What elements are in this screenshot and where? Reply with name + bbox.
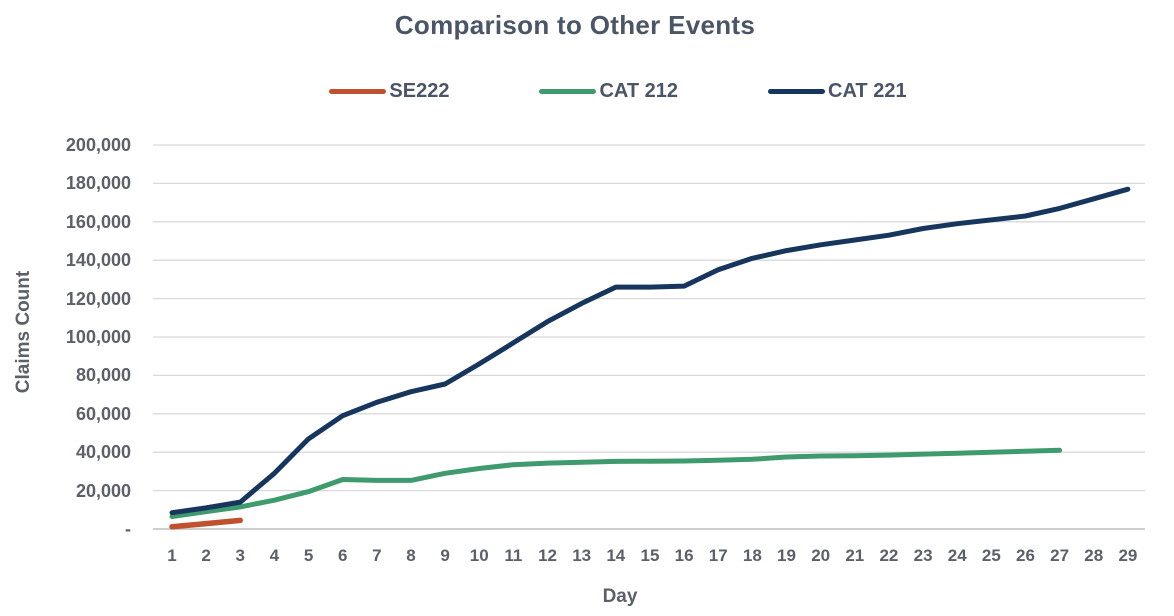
y-tick-label: 60,000 [75,403,131,424]
y-tick-label: 140,000 [65,250,131,271]
x-tick-label: 24 [947,546,967,565]
x-tick-label: 19 [777,546,796,565]
x-tick-label: 22 [879,546,899,565]
x-tick-label: 14 [606,546,626,565]
series-line-cat221 [169,186,1131,516]
x-tick-label: 3 [235,546,245,565]
y-tick-label: 100,000 [65,327,131,347]
x-tick-label: 26 [1016,546,1035,565]
x-tick-label: 6 [337,546,348,565]
x-tick-label: 9 [440,546,450,565]
x-tick-label: 12 [538,546,557,565]
x-axis-title: Day [602,586,638,607]
legend-item-cat212: CAT 212 [539,80,678,103]
y-tick-label: 80,000 [75,365,131,386]
y-tick-label: 200,000 [65,135,131,155]
x-tick-label: 7 [372,546,382,565]
x-tick-label: 1 [167,546,177,565]
legend-line-swatch-cat221 [768,88,826,94]
legend-label-se222: SE222 [389,79,450,102]
y-tick-label: 180,000 [65,173,131,194]
legend-label-cat212: CAT 212 [599,79,679,102]
y-tick-label: 20,000 [75,480,131,501]
x-tick-label: 27 [1050,546,1070,565]
x-tick-label: 16 [674,546,694,565]
x-tick-label: 17 [708,546,728,565]
x-tick-label: 28 [1084,546,1104,565]
legend-label-cat221: CAT 221 [828,79,907,102]
chart-title: Comparison to Other Events [394,10,756,40]
legend-item-se222: SE222 [329,80,449,103]
y-tick-label: 120,000 [65,288,131,309]
x-tick-label: 8 [406,546,416,565]
series-line-se222 [169,517,244,530]
x-tick-label: 23 [913,546,933,565]
y-tick-label: 160,000 [65,211,131,232]
x-tick-label: 10 [469,546,489,565]
x-tick-label: 13 [572,546,592,565]
x-tick-label: 4 [269,546,280,565]
series-line-cat212 [169,447,1063,519]
x-tick-label: 15 [640,546,660,565]
x-tick-label: 11 [504,546,523,565]
x-tick-label: 2 [201,546,211,565]
legend: SE222 CAT 212 CAT 221 [40,78,1174,104]
legend-line-swatch-se222 [329,88,387,94]
y-tick-label: 40,000 [75,442,131,463]
legend-line-swatch-cat212 [539,88,597,94]
x-tick-label: 5 [303,546,314,565]
x-tick-label: 25 [981,546,1001,565]
y-tick-label: - [125,519,131,539]
x-tick-label: 20 [811,546,831,565]
x-tick-label: 18 [742,546,762,565]
legend-item-cat221: CAT 221 [768,80,907,103]
x-tick-label: 21 [845,546,865,565]
x-tick-label: 29 [1118,546,1138,565]
